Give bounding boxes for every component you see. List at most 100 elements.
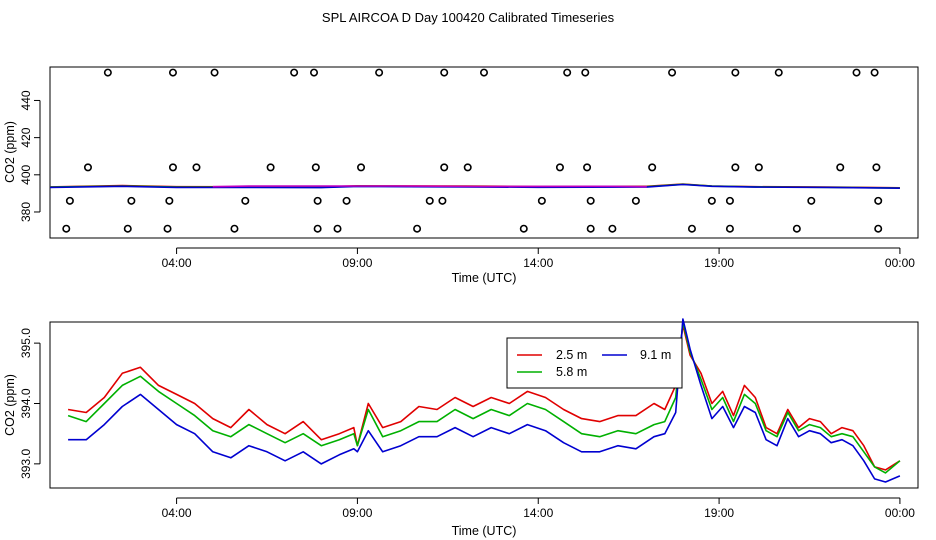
- top-data-marker: [608, 224, 617, 233]
- top-y-tick-label: 440: [19, 90, 33, 110]
- top-data-marker: [310, 68, 319, 77]
- top-data-marker: [311, 163, 320, 172]
- top-data-marker: [266, 163, 275, 172]
- top-data-marker: [290, 68, 299, 77]
- top-data-marker: [852, 68, 861, 77]
- bottom-x-tick-label: 14:00: [523, 506, 553, 520]
- top-data-marker: [754, 163, 763, 172]
- top-data-marker: [725, 224, 734, 233]
- top-data-marker: [519, 224, 528, 233]
- top-data-marker: [165, 196, 174, 205]
- top-data-marker: [668, 68, 677, 77]
- bottom-x-axis: 04:00 09:00 14:00 19:00 00:00: [162, 497, 915, 520]
- bottom-y-axis-label: CO2 (ppm): [3, 374, 17, 436]
- top-data-marker: [425, 196, 434, 205]
- top-data-marker: [807, 196, 816, 205]
- top-y-axis-label: CO2 (ppm): [3, 121, 17, 183]
- top-panel: 04:00 09:00 14:00 19:00 00:00 380 400 420 440 T…: [3, 66, 919, 285]
- bottom-x-tick-label: 00:00: [885, 506, 915, 520]
- top-data-marker: [792, 224, 801, 233]
- top-x-tick-label: 09:00: [342, 256, 372, 270]
- top-y-tick-label: 420: [19, 127, 33, 147]
- top-y-axis: 380 400 420 440: [19, 90, 41, 222]
- top-data-marker: [479, 68, 488, 77]
- top-data-marker: [413, 224, 422, 233]
- top-data-marker: [870, 68, 879, 77]
- top-data-marker: [440, 68, 449, 77]
- bottom-y-tick-label: 393.0: [19, 449, 33, 479]
- bottom-y-axis: 393.0 394.0 395.0: [19, 328, 41, 479]
- top-data-marker: [874, 196, 883, 205]
- top-data-marker: [168, 68, 177, 77]
- top-data-marker: [210, 68, 219, 77]
- top-data-marker: [103, 68, 112, 77]
- top-data-marker: [357, 163, 366, 172]
- top-data-marker: [168, 163, 177, 172]
- top-x-tick-label: 14:00: [523, 256, 553, 270]
- bottom-y-tick-label: 394.0: [19, 388, 33, 418]
- top-data-marker: [313, 224, 322, 233]
- top-data-marker: [375, 68, 384, 77]
- top-data-marker: [581, 68, 590, 77]
- top-data-marker: [440, 163, 449, 172]
- legend-label-2-5m: 2.5 m: [556, 348, 587, 362]
- top-y-tick-label: 380: [19, 202, 33, 222]
- top-x-tick-label: 19:00: [704, 256, 734, 270]
- top-data-marker: [230, 224, 239, 233]
- top-data-marker: [774, 68, 783, 77]
- bottom-series-5-8-m: [67, 321, 901, 474]
- legend-box: [506, 337, 683, 389]
- top-data-marker: [333, 224, 342, 233]
- top-data-marker: [555, 163, 564, 172]
- top-series-9-1-m: [49, 183, 900, 189]
- bottom-series-group: [67, 318, 901, 483]
- top-data-marker: [586, 224, 595, 233]
- top-data-marker: [438, 196, 447, 205]
- top-x-axis-label: Time (UTC): [452, 271, 517, 285]
- top-x-tick-label: 00:00: [885, 256, 915, 270]
- top-series-group: [49, 183, 900, 189]
- top-data-marker: [631, 196, 640, 205]
- bottom-plot-frame: [49, 321, 919, 489]
- bottom-series-9-1-m: [68, 318, 901, 483]
- top-data-marker: [192, 163, 201, 172]
- top-markers-group: [62, 68, 883, 233]
- top-x-tick-label: 04:00: [162, 256, 192, 270]
- bottom-x-tick-label: 09:00: [342, 506, 372, 520]
- top-data-marker: [342, 196, 351, 205]
- top-data-marker: [725, 196, 734, 205]
- bottom-series-2-5-m: [67, 324, 901, 471]
- top-data-marker: [874, 224, 883, 233]
- top-data-marker: [313, 196, 322, 205]
- bottom-x-axis-label: Time (UTC): [452, 524, 517, 538]
- top-data-marker: [872, 163, 881, 172]
- top-data-marker: [583, 163, 592, 172]
- legend-label-9-1m: 9.1 m: [640, 348, 671, 362]
- top-data-marker: [563, 68, 572, 77]
- top-data-marker: [537, 196, 546, 205]
- top-data-marker: [123, 224, 132, 233]
- top-y-tick-label: 400: [19, 164, 33, 184]
- top-data-marker: [731, 68, 740, 77]
- top-data-marker: [62, 224, 71, 233]
- figure-title: SPL AIRCOA D Day 100420 Calibrated Times…: [322, 10, 615, 25]
- top-data-marker: [648, 163, 657, 172]
- top-data-marker: [707, 196, 716, 205]
- top-data-marker: [586, 196, 595, 205]
- top-x-axis: 04:00 09:00 14:00 19:00 00:00: [162, 247, 915, 270]
- top-data-marker: [687, 224, 696, 233]
- bottom-y-tick-label: 395.0: [19, 328, 33, 358]
- top-plot-frame: [49, 66, 919, 239]
- legend-label-5-8m: 5.8 m: [556, 365, 587, 379]
- top-data-marker: [836, 163, 845, 172]
- top-data-marker: [127, 196, 136, 205]
- bottom-x-tick-label: 19:00: [704, 506, 734, 520]
- bottom-panel: 04:00 09:00 14:00 19:00 00:00 393.0 394.0 395.…: [3, 318, 919, 538]
- top-series-magenta: [212, 185, 647, 188]
- top-data-marker: [463, 163, 472, 172]
- top-data-marker: [65, 196, 74, 205]
- top-data-marker: [83, 163, 92, 172]
- top-data-marker: [241, 196, 250, 205]
- top-data-marker: [731, 163, 740, 172]
